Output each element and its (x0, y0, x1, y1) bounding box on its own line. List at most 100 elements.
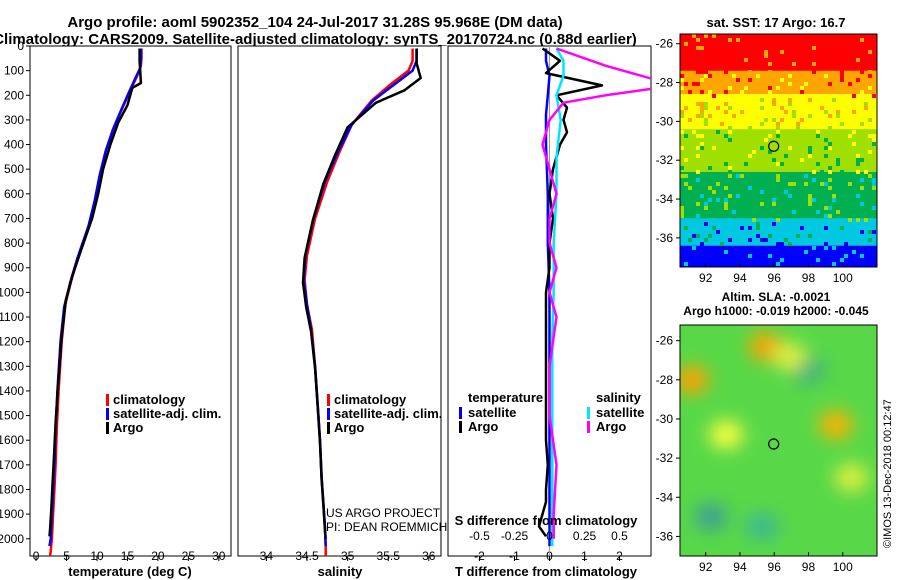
sst-pixel (808, 150, 812, 154)
sst-pixel (856, 158, 860, 162)
sst-pixel (760, 254, 764, 258)
argo-location-marker (768, 140, 780, 152)
sst-pixel (728, 138, 732, 142)
legend-argo-swatch (327, 422, 330, 434)
legend-satellite-swatch (106, 408, 109, 420)
y-tick-label: 1500 (0, 409, 24, 423)
legend-satellite-label: satellite-adj. clim. (113, 406, 221, 421)
map-x-label: 96 (768, 271, 782, 285)
sst-pixel (740, 110, 744, 114)
x-tick-label: -1 (509, 549, 520, 563)
sst-pixel (864, 170, 868, 174)
sst-pixel (860, 202, 864, 206)
sst-pixel (792, 210, 796, 214)
sst-pixel (816, 130, 820, 134)
s-difference-ticks: -0.5 -0.25 0 0.25 0.5 (469, 529, 628, 543)
sst-pixel (828, 126, 832, 130)
sst-pixel (776, 218, 780, 222)
sst-pixel (764, 238, 768, 242)
sst-pixel (860, 70, 864, 74)
sst-pixel (748, 50, 752, 54)
sst-pixel (860, 122, 864, 126)
difference-series-3 (541, 47, 651, 539)
sst-pixel (824, 206, 828, 210)
sst-pixel (800, 54, 804, 58)
sst-pixel (792, 114, 796, 118)
sst-pixel (696, 70, 700, 74)
sst-pixel (796, 234, 800, 238)
pi-credit: PI: DEAN ROEMMICH (326, 520, 447, 534)
sst-pixel (680, 210, 684, 214)
sst-pixel (728, 126, 732, 130)
sst-pixel (704, 34, 708, 38)
sst-pixel (812, 178, 816, 182)
sst-pixel (740, 226, 744, 230)
sst-pixel (840, 262, 844, 266)
sla-map-title-2: Argo h1000: -0.019 h2000: -0.045 (683, 304, 869, 318)
legend-argo-swatch (106, 422, 109, 434)
sst-pixel (868, 218, 872, 222)
sst-pixel (864, 218, 868, 222)
sst-pixel (772, 158, 776, 162)
sst-pixel (832, 246, 836, 250)
sst-pixel (776, 46, 780, 50)
t-difference-xlabel: T difference from climatology (455, 564, 638, 579)
sst-pixel (844, 242, 848, 246)
sst-pixel (856, 218, 860, 222)
sst-pixel (684, 42, 688, 46)
sst-pixel (704, 70, 708, 74)
sst-pixel (748, 226, 752, 230)
sst-pixel (872, 178, 876, 182)
sst-pixel (708, 114, 712, 118)
sst-pixel (760, 98, 764, 102)
sst-pixel (788, 102, 792, 106)
sst-pixel (852, 130, 856, 134)
sst-pixel (864, 102, 868, 106)
sst-pixel (772, 46, 776, 50)
sst-pixel (728, 62, 732, 66)
sst-pixel (828, 46, 832, 50)
sst-pixel (776, 130, 780, 134)
sst-pixel (804, 82, 808, 86)
sst-pixel (728, 38, 732, 42)
y-tick-label: 1400 (0, 384, 24, 398)
map-x-label: 98 (802, 560, 816, 574)
sst-pixel (872, 94, 876, 98)
sst-pixel (712, 218, 716, 222)
sst-pixel (744, 58, 748, 62)
sst-pixel (804, 174, 808, 178)
sst-pixel (748, 70, 752, 74)
sst-pixel (772, 202, 776, 206)
sst-pixel (812, 70, 816, 74)
sst-pixel (800, 90, 804, 94)
sla-map-frame (679, 324, 878, 557)
x-tick-label: 0 (33, 549, 40, 563)
sst-pixel (860, 54, 864, 58)
sst-pixel (848, 218, 852, 222)
sla-blob (834, 463, 869, 492)
sst-pixel (716, 46, 720, 50)
sst-pixel (872, 134, 876, 138)
sst-pixel (764, 50, 768, 54)
sla-blob (745, 512, 780, 541)
sst-pixel (832, 98, 836, 102)
sst-pixel (776, 178, 780, 182)
s-tick-label: 0.5 (611, 529, 628, 543)
sst-pixel (756, 74, 760, 78)
sst-pixel (728, 130, 732, 134)
x-tick-label: 34 (260, 549, 274, 563)
sst-pixel (812, 94, 816, 98)
map-x-label: 94 (733, 560, 747, 574)
y-tick-label: 2000 (0, 532, 24, 546)
sst-pixel (700, 194, 704, 198)
sst-pixel (776, 86, 780, 90)
sst-pixel (736, 78, 740, 82)
sst-pixel (724, 110, 728, 114)
sst-pixel (860, 254, 864, 258)
sst-pixel (832, 262, 836, 266)
legend-s-argo-swatch (587, 421, 590, 433)
sst-pixel (680, 74, 684, 78)
sst-pixel (764, 118, 768, 122)
sst-pixel (828, 166, 832, 170)
sst-pixel (700, 34, 704, 38)
